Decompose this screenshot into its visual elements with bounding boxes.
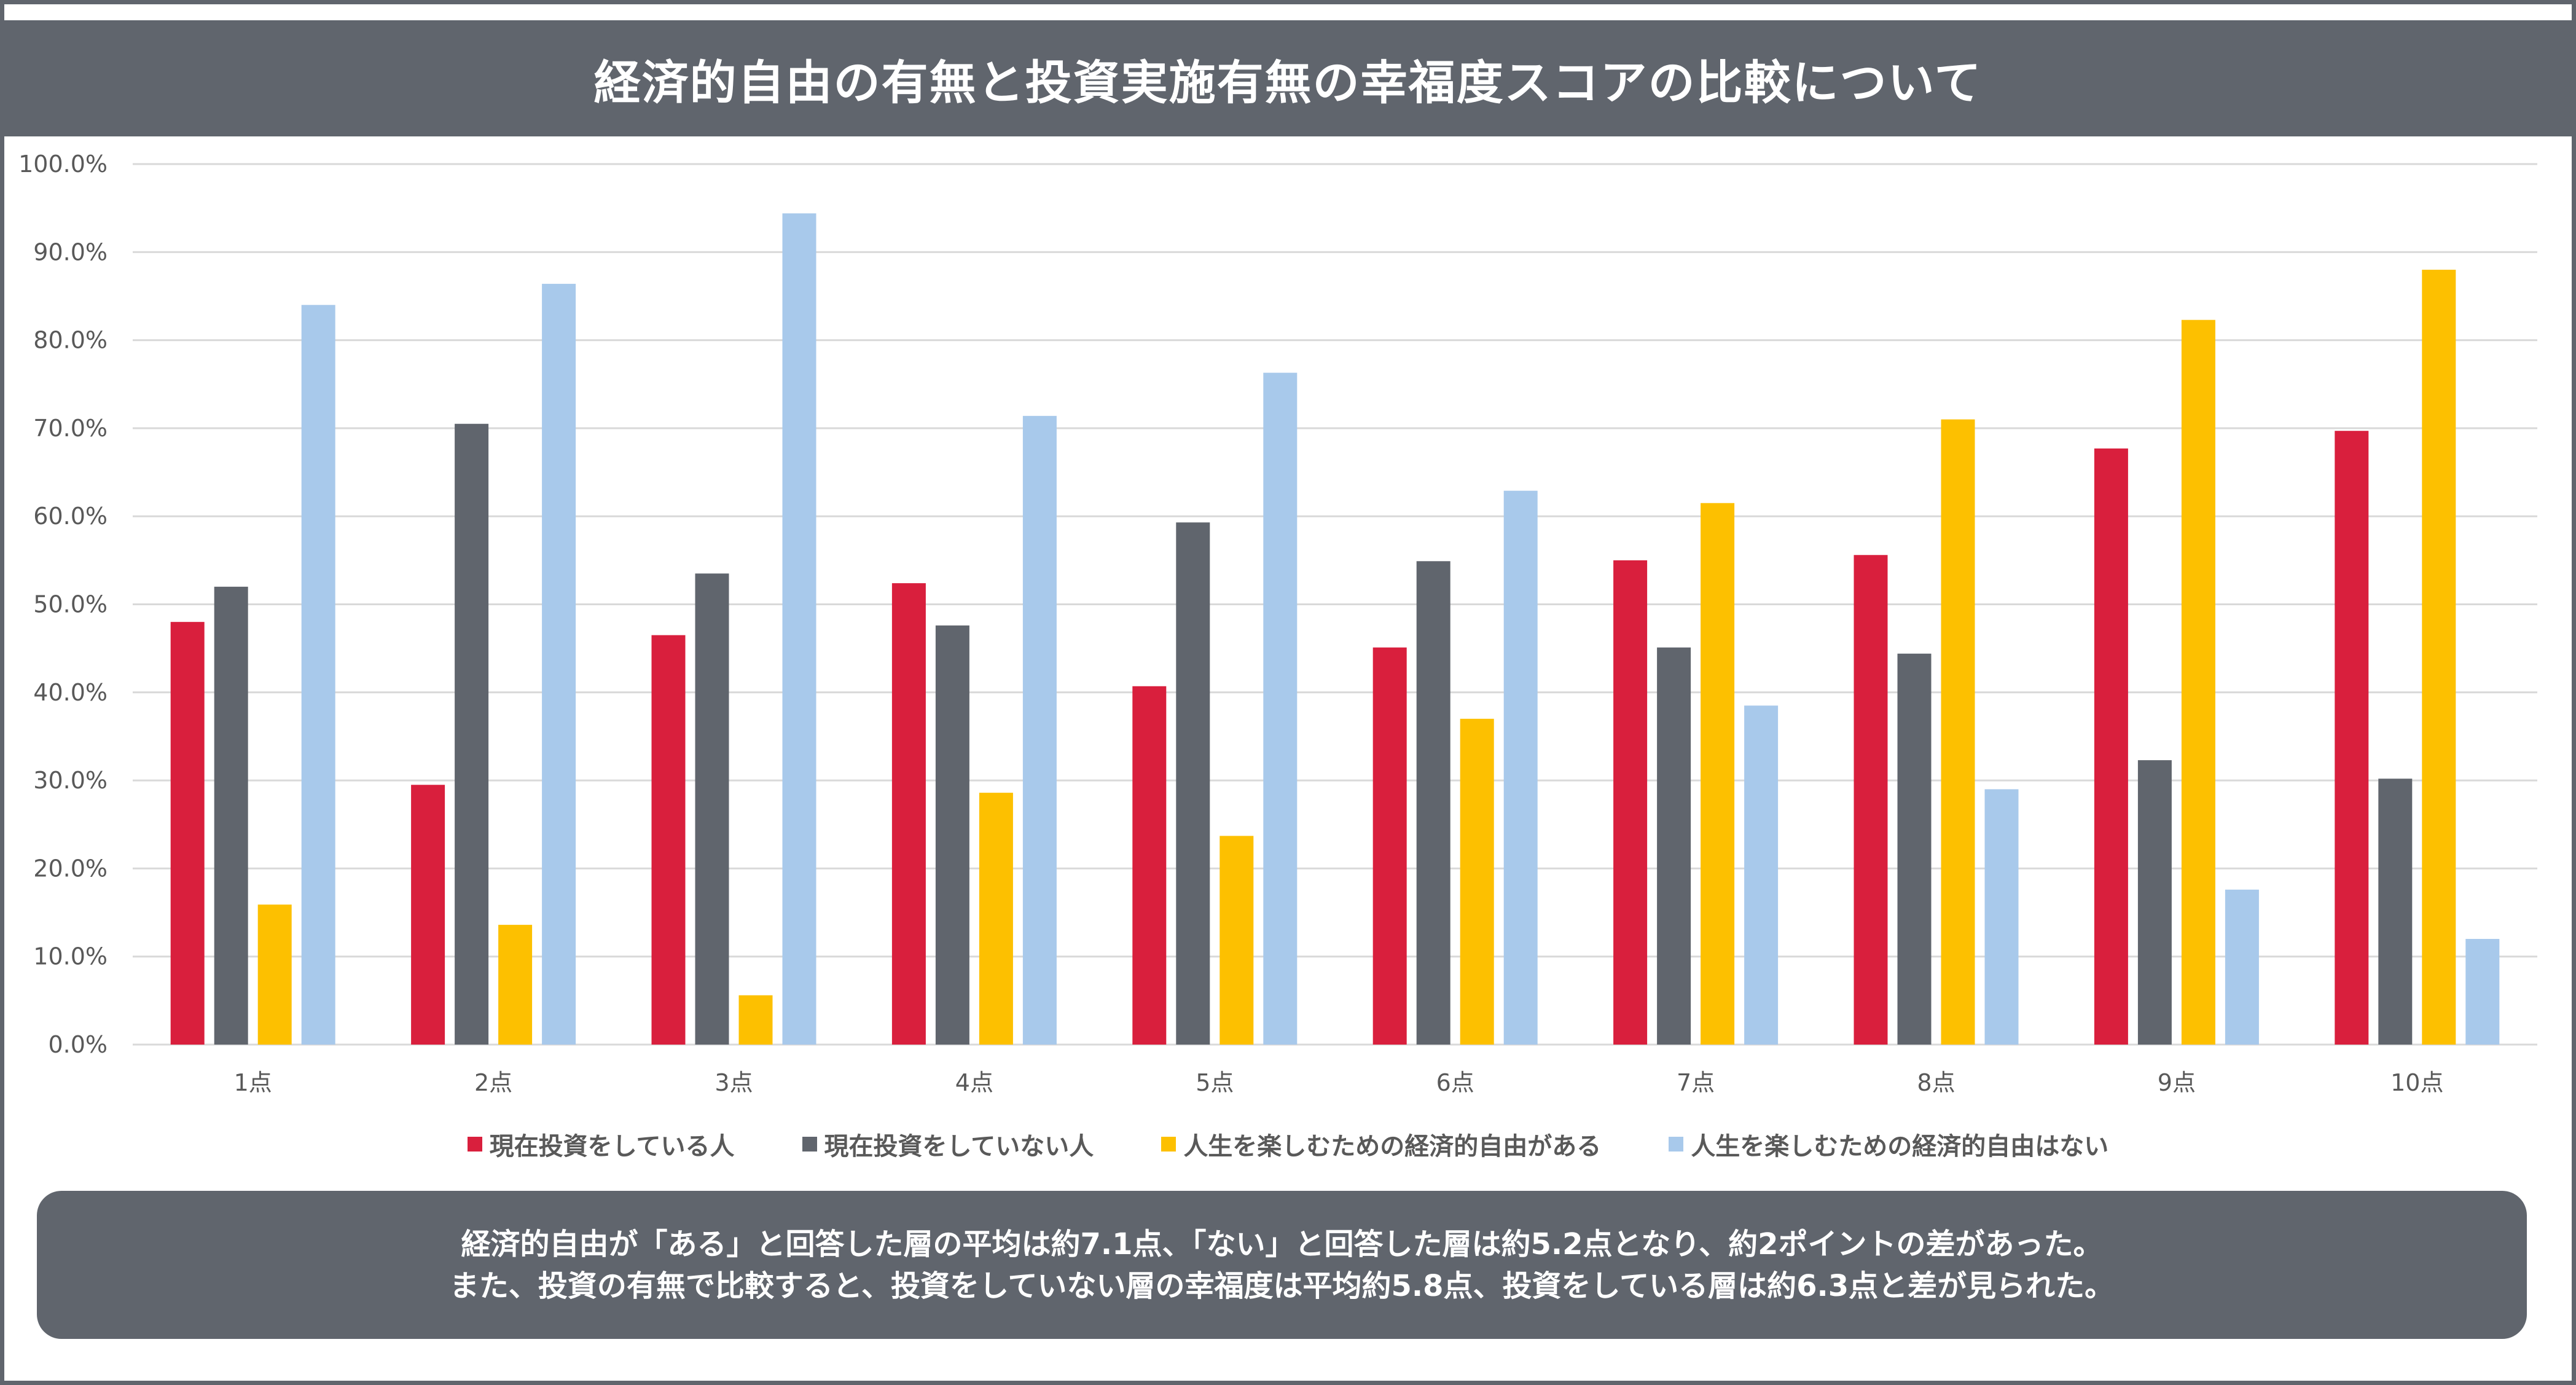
bar (1219, 836, 1254, 1045)
bar (1022, 415, 1057, 1045)
bar (891, 583, 926, 1045)
y-tick-label: 40.0% (33, 679, 108, 706)
y-axis-labels: 0.0% 10.0% 20.0% 30.0% 40.0% 50.0% 60.0% 70.0% 8… (18, 151, 108, 1058)
legend: 現在投資をしている人 現在投資をしていない人 人生を楽しむための経済的自由がある… (0, 1126, 2576, 1163)
bar (1897, 653, 1932, 1045)
y-tick-label: 90.0% (33, 238, 108, 265)
legend-item-investing: 現在投資をしている人 (467, 1126, 735, 1162)
bar (301, 305, 335, 1045)
legend-swatch-no-freedom (1669, 1137, 1684, 1152)
summary-box: 経済的自由が「ある」と回答した層の平均は約7.1点、「ない」と回答した層は約5.… (37, 1191, 2527, 1339)
x-tick-label: 6点 (1436, 1069, 1474, 1096)
bar-chart: 0.0% 10.0% 20.0% 30.0% 40.0% 50.0% 60.0% 70.0% 8… (18, 151, 2537, 1096)
legend-swatch-has-freedom (1161, 1137, 1176, 1152)
x-tick-label: 9点 (2158, 1069, 2196, 1096)
x-tick-label: 3点 (714, 1069, 753, 1096)
chart-title: 経済的自由の有無と投資実施有無の幸福度スコアの比較について (593, 55, 1983, 110)
bar (411, 785, 445, 1045)
bar (651, 635, 686, 1045)
legend-item-not-investing: 現在投資をしていない人 (802, 1126, 1094, 1162)
y-tick-label: 70.0% (33, 415, 108, 442)
bar (782, 213, 816, 1045)
bar (214, 586, 248, 1045)
bar (979, 793, 1013, 1045)
bar (2181, 320, 2215, 1045)
y-tick-label: 50.0% (33, 591, 108, 618)
bar (1984, 789, 2019, 1045)
legend-label-has-freedom: 人生を楽しむための経済的自由がある (1183, 1132, 1602, 1161)
bar (2465, 939, 2500, 1045)
legend-swatch-not-investing (802, 1137, 817, 1152)
bar (1613, 560, 1648, 1045)
x-tick-label: 2点 (474, 1069, 512, 1096)
bar (257, 904, 292, 1045)
y-tick-label: 80.0% (33, 327, 108, 354)
bar (1701, 503, 1735, 1045)
bars (170, 213, 2500, 1045)
y-tick-label: 0.0% (48, 1031, 108, 1058)
x-tick-label: 7点 (1677, 1069, 1715, 1096)
legend-label-not-investing: 現在投資をしていない人 (824, 1132, 1094, 1161)
x-axis-labels: 1点 2点 3点 4点 5点 6点 7点 8点 9点 10点 (234, 1069, 2444, 1096)
bar (1503, 490, 1538, 1045)
bar (1460, 718, 1494, 1045)
bar (695, 573, 729, 1045)
y-tick-label: 60.0% (33, 503, 108, 530)
bar (2094, 448, 2128, 1045)
bar (1744, 705, 1779, 1045)
y-tick-label: 30.0% (33, 767, 108, 794)
bar (1657, 647, 1691, 1045)
legend-item-has-freedom: 人生を楽しむための経済的自由がある (1161, 1126, 1601, 1162)
bar (498, 925, 533, 1045)
bar (455, 423, 489, 1045)
bar (2422, 269, 2456, 1045)
x-tick-label: 1点 (234, 1069, 272, 1096)
legend-swatch-investing (467, 1137, 482, 1152)
bar (1263, 372, 1298, 1045)
y-tick-label: 100.0% (18, 151, 108, 178)
legend-item-no-freedom: 人生を楽しむための経済的自由はない (1669, 1126, 2108, 1162)
y-tick-label: 10.0% (33, 943, 108, 970)
bar (1372, 647, 1407, 1045)
x-tick-label: 10点 (2390, 1069, 2443, 1096)
bar (2225, 889, 2259, 1045)
y-tick-label: 20.0% (33, 855, 108, 882)
bar (1854, 555, 1888, 1045)
x-tick-label: 5点 (1196, 1069, 1234, 1096)
bar (1941, 419, 1975, 1045)
x-tick-label: 4点 (955, 1069, 993, 1096)
bar (2137, 760, 2172, 1045)
summary-line-1: 経済的自由が「ある」と回答した層の平均は約7.1点、「ない」と回答した層は約5.… (461, 1226, 2103, 1261)
legend-label-investing: 現在投資をしている人 (489, 1132, 735, 1161)
bar (738, 995, 773, 1045)
bar (2378, 779, 2413, 1045)
legend-label-no-freedom: 人生を楽しむための経済的自由はない (1691, 1132, 2109, 1161)
bar (935, 625, 969, 1045)
title-banner: 経済的自由の有無と投資実施有無の幸福度スコアの比較について (0, 20, 2576, 136)
bar (170, 622, 205, 1045)
bar (1416, 561, 1450, 1045)
bar (1132, 686, 1167, 1045)
x-tick-label: 8点 (1917, 1069, 1955, 1096)
bar (2335, 431, 2369, 1045)
bar (1176, 522, 1210, 1045)
gridlines (133, 163, 2537, 1046)
bar (542, 283, 576, 1045)
summary-line-2: また、投資の有無で比較すると、投資をしていない層の幸福度は平均約5.8点、投資を… (449, 1268, 2115, 1303)
